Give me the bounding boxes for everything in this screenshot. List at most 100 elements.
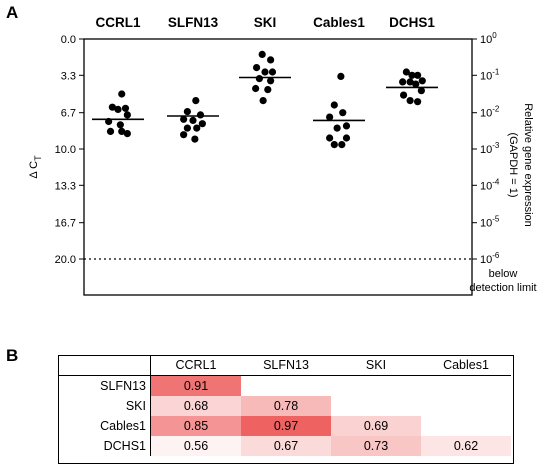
- data-point: [123, 130, 131, 138]
- data-point: [116, 121, 124, 129]
- gene-label: CCRL1: [95, 15, 140, 30]
- data-point: [406, 97, 414, 105]
- data-point: [105, 117, 113, 126]
- y-tick-label: 20.0: [55, 254, 76, 266]
- data-point: [264, 86, 272, 94]
- data-point: [106, 127, 115, 135]
- corr-cell: 0.62: [421, 436, 511, 456]
- y-axis-label: Δ CT: [28, 155, 43, 179]
- data-point: [255, 75, 263, 83]
- data-point: [412, 80, 420, 88]
- data-point: [267, 77, 275, 85]
- data-point: [408, 71, 416, 79]
- data-point: [258, 50, 266, 59]
- corr-cell: [331, 376, 421, 397]
- data-point: [267, 56, 275, 64]
- corr-cell: [421, 376, 511, 397]
- column-header: Cables1: [421, 355, 511, 376]
- gene-label: SKI: [254, 15, 277, 30]
- corr-cell: 0.56: [150, 436, 241, 456]
- row-header: Cables1: [58, 416, 151, 436]
- table-row: DCHS1 0.56 0.67 0.73 0.62: [58, 436, 511, 456]
- panel-b-label: B: [6, 346, 18, 365]
- corr-cell: 0.91: [150, 375, 241, 396]
- data-point: [414, 71, 422, 79]
- data-point: [342, 134, 351, 142]
- data-point: [118, 127, 126, 135]
- data-point: [337, 72, 345, 80]
- data-point: [414, 98, 422, 106]
- table-corner: [58, 355, 151, 376]
- right-tick-label: 10-2: [480, 105, 500, 120]
- right-tick-label: 10-6: [480, 251, 500, 266]
- data-point: [196, 111, 205, 119]
- table-row: SKI 0.68 0.78: [58, 396, 511, 416]
- right-tick-label: 10-3: [480, 141, 500, 156]
- row-header: SLFN13: [58, 375, 151, 396]
- data-point: [342, 122, 351, 130]
- data-point: [406, 78, 414, 86]
- data-point: [180, 115, 188, 123]
- row-header: SKI: [58, 396, 151, 416]
- y-tick-label: 16.7: [55, 218, 76, 230]
- data-point: [198, 120, 206, 128]
- data-point: [114, 105, 122, 113]
- column-header: SKI: [331, 355, 421, 376]
- data-point: [333, 124, 341, 132]
- detection-limit-label: below: [489, 268, 518, 280]
- y-tick-label: 10.0: [55, 144, 76, 156]
- data-point: [326, 134, 334, 142]
- data-point: [399, 91, 408, 99]
- corr-cell: 0.67: [241, 436, 331, 456]
- corr-cell: 0.68: [150, 396, 241, 416]
- table-row: SLFN13 0.91: [58, 375, 511, 397]
- data-point: [189, 116, 197, 124]
- y-tick-label: 3.3: [61, 70, 76, 82]
- detection-limit-label: detection limit: [469, 282, 536, 294]
- data-point: [326, 113, 334, 121]
- right-tick-label: 100: [480, 31, 497, 46]
- y-tick-label: 0.0: [61, 34, 76, 46]
- panel-a-label: A: [6, 3, 18, 22]
- data-point: [418, 77, 426, 85]
- correlation-table: CCRL1 SLFN13 SKI Cables1 SLFN13 0.91 SKI…: [58, 355, 511, 456]
- right-tick-label: 10-1: [480, 67, 500, 82]
- corr-cell: 0.78: [241, 396, 331, 416]
- data-point: [123, 111, 131, 119]
- data-point: [259, 97, 267, 105]
- row-header: DCHS1: [58, 436, 151, 456]
- right-axis-label: Relative gene expression: [522, 103, 534, 227]
- data-point: [252, 84, 260, 93]
- right-tick-label: 10-5: [480, 215, 500, 230]
- gene-label: SLFN13: [168, 15, 219, 30]
- data-point: [191, 135, 199, 143]
- data-point: [118, 90, 126, 98]
- data-point: [339, 109, 347, 117]
- gene-label: Cables1: [313, 15, 365, 30]
- gene-label: DCHS1: [389, 15, 435, 30]
- corr-cell: [241, 376, 331, 397]
- column-header: CCRL1: [150, 355, 241, 376]
- column-header: SLFN13: [241, 355, 331, 376]
- data-point: [261, 68, 269, 76]
- data-point: [330, 141, 338, 149]
- corr-cell: 0.85: [150, 416, 241, 436]
- data-point: [108, 103, 116, 111]
- right-axis-label: (GAPDH = 1): [507, 132, 519, 197]
- data-point: [417, 87, 425, 95]
- corr-cell: 0.69: [331, 416, 421, 436]
- plot-frame: [83, 38, 473, 296]
- table-row: Cables1 0.85 0.97 0.69: [58, 416, 511, 436]
- corr-cell: [421, 416, 511, 436]
- y-tick-label: 6.7: [61, 108, 76, 120]
- data-point: [192, 97, 200, 105]
- data-point: [183, 124, 191, 132]
- corr-cell: 0.97: [241, 416, 331, 436]
- data-point: [338, 141, 346, 149]
- data-point: [180, 131, 188, 139]
- data-point: [252, 64, 261, 72]
- y-tick-label: 13.3: [55, 180, 76, 192]
- data-point: [193, 124, 201, 132]
- data-point: [402, 68, 410, 76]
